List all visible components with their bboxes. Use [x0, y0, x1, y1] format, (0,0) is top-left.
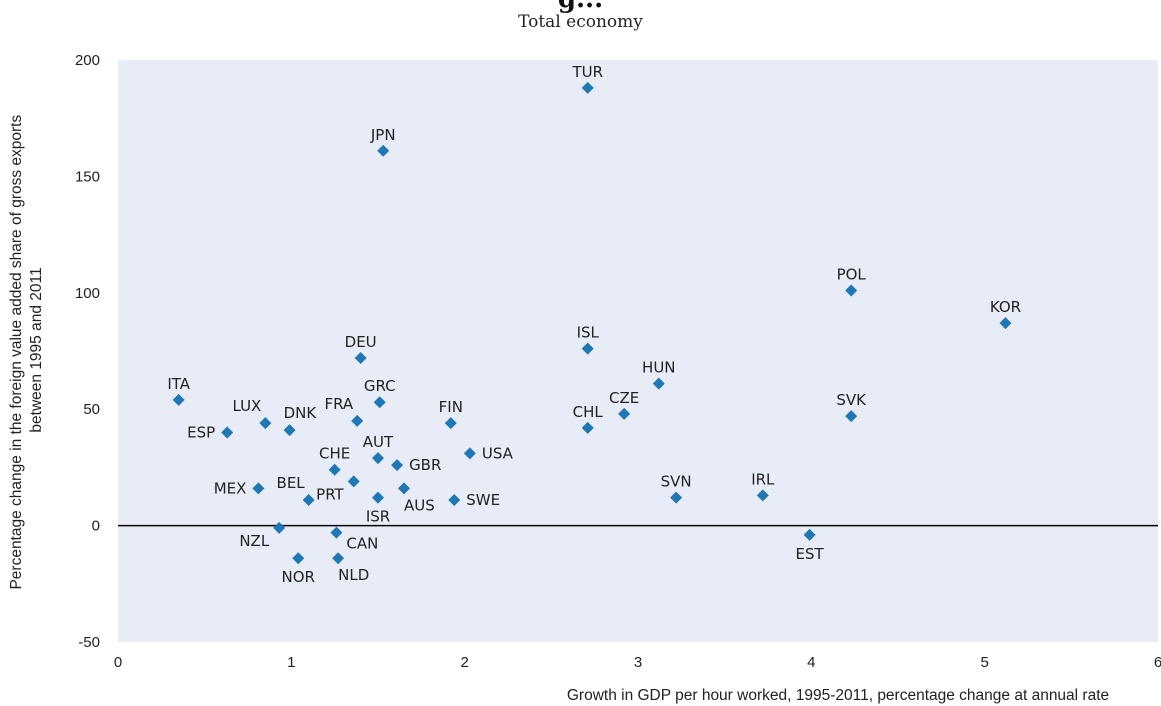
data-point-irl — [756, 489, 769, 502]
data-label-fin: FIN — [439, 398, 463, 416]
data-point-kor — [999, 317, 1012, 330]
data-point-fra — [351, 414, 364, 427]
data-label-fra: FRA — [324, 395, 353, 413]
x-tick-label: 3 — [634, 654, 642, 671]
data-point-chl — [581, 421, 594, 434]
data-point-dnk — [283, 424, 296, 437]
y-tick-label: 100 — [75, 285, 100, 302]
data-point-aus — [398, 482, 410, 495]
data-label-mex: MEX — [214, 479, 247, 497]
x-tick-label: 6 — [1154, 654, 1161, 671]
data-point-isr — [372, 491, 384, 504]
data-label-gbr: GBR — [409, 456, 441, 474]
data-points — [172, 81, 1012, 565]
data-point-lux — [259, 417, 272, 430]
data-label-kor: KOR — [990, 298, 1021, 316]
data-label-nor: NOR — [282, 568, 315, 586]
data-label-hun: HUN — [642, 359, 675, 377]
y-axis-label-line-2: between 1995 and 2011 — [28, 267, 45, 432]
data-point-gbr — [391, 459, 404, 472]
data-point-jpn — [377, 144, 390, 157]
x-tick-label: 0 — [114, 654, 122, 671]
data-label-pol: POL — [837, 265, 867, 283]
y-tick-label: -50 — [78, 634, 100, 651]
data-point-fin — [444, 417, 457, 430]
data-label-tur: TUR — [571, 63, 603, 81]
data-point-nor — [292, 552, 305, 565]
data-label-che: CHE — [319, 445, 350, 463]
x-axis-label: Growth in GDP per hour worked, 1995-2011… — [567, 687, 1109, 704]
data-point-mex — [252, 482, 265, 495]
data-point-nzl — [273, 521, 286, 534]
data-point-grc — [373, 396, 386, 409]
data-label-can: CAN — [346, 535, 378, 553]
data-label-chl: CHL — [573, 403, 604, 421]
data-label-cze: CZE — [609, 389, 639, 407]
data-point-ita — [172, 393, 185, 406]
y-axis-label: Percentage change in the foreign value a… — [8, 110, 45, 589]
data-point-che — [328, 463, 341, 476]
chart-title: g... — [0, 0, 1161, 14]
data-label-est: EST — [796, 545, 825, 563]
data-point-swe — [448, 493, 461, 506]
x-tick-label: 5 — [980, 654, 988, 671]
y-tick-label: 200 — [75, 52, 100, 69]
data-label-svk: SVK — [836, 391, 867, 409]
data-point-aut — [372, 452, 384, 465]
data-label-aus: AUS — [404, 496, 435, 514]
data-label-prt: PRT — [316, 485, 344, 503]
axis-ticks: -50 0 50 100 150 200 0 1 2 3 4 5 6 — [75, 52, 1161, 671]
data-point-cze — [618, 407, 631, 420]
data-label-ita: ITA — [167, 375, 190, 393]
data-label-bel: BEL — [277, 474, 306, 492]
data-point-svn — [670, 491, 683, 504]
data-label-isl: ISL — [577, 324, 600, 342]
y-axis-label-line-1: Percentage change in the foreign value a… — [8, 115, 25, 590]
data-point-bel — [302, 493, 315, 506]
x-tick-label: 1 — [287, 654, 295, 671]
data-label-dnk: DNK — [284, 404, 318, 422]
data-label-usa: USA — [482, 444, 514, 462]
data-label-aut: AUT — [363, 433, 394, 451]
data-point-can — [330, 526, 343, 539]
data-label-lux: LUX — [232, 397, 261, 415]
data-point-est — [803, 528, 816, 541]
y-tick-label: 150 — [75, 168, 100, 185]
data-point-pol — [845, 284, 858, 297]
chart-subtitle: Total economy — [518, 12, 643, 32]
data-point-svk — [845, 410, 858, 423]
data-label-svn: SVN — [661, 473, 692, 491]
data-label-nzl: NZL — [239, 532, 269, 550]
x-tick-label: 4 — [807, 654, 815, 671]
data-point-usa — [463, 447, 476, 460]
data-point-prt — [347, 475, 360, 488]
data-label-isr: ISR — [366, 508, 390, 526]
data-point-hun — [652, 377, 665, 390]
data-label-irl: IRL — [751, 470, 775, 488]
data-labels: TUR JPN POL KOR ISL DEU HUN ITA GRC CZE SVK FRA FIN L… — [167, 63, 1021, 586]
y-tick-label: 50 — [83, 401, 100, 418]
data-label-deu: DEU — [345, 333, 377, 351]
data-point-esp — [221, 426, 234, 439]
data-label-esp: ESP — [187, 423, 215, 441]
data-label-grc: GRC — [364, 377, 396, 395]
data-point-tur — [581, 81, 594, 94]
data-point-nld — [332, 552, 345, 565]
data-point-isl — [581, 342, 594, 355]
data-label-nld: NLD — [338, 566, 369, 584]
x-tick-label: 2 — [460, 654, 468, 671]
data-point-deu — [354, 351, 367, 364]
data-label-swe: SWE — [466, 491, 500, 509]
plot-area — [118, 60, 1158, 642]
y-tick-label: 0 — [92, 518, 100, 535]
data-label-jpn: JPN — [370, 126, 396, 144]
